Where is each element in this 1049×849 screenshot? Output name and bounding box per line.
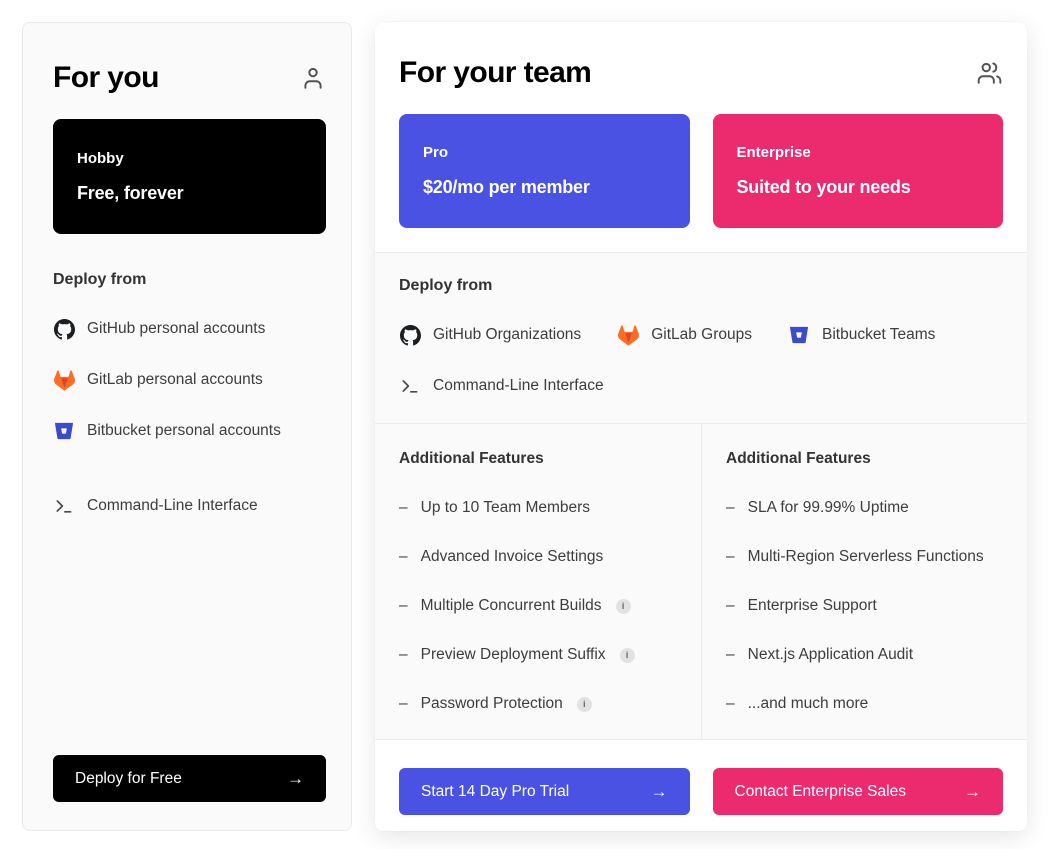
feature-item: – Advanced Invoice Settings <box>399 548 677 566</box>
feature-item: – Password Protection i <box>399 695 677 713</box>
deploy-item-label: GitHub personal accounts <box>87 320 266 337</box>
feature-label: Advanced Invoice Settings <box>420 548 604 565</box>
pro-plan-tile: Pro $20/mo per member <box>399 114 690 228</box>
feature-item: – Multiple Concurrent Builds i <box>399 597 677 615</box>
deploy-item-github: GitHub Organizations <box>399 324 581 346</box>
feature-label: Enterprise Support <box>747 597 877 614</box>
dash-bullet: – <box>726 499 735 516</box>
bitbucket-icon <box>53 420 75 442</box>
deploy-item-cli: Command-Line Interface <box>399 375 1003 397</box>
gitlab-icon <box>617 324 639 346</box>
pro-plan-name: Pro <box>423 144 449 161</box>
team-card-header-section: For your team Pro $20/mo per member Ente… <box>375 22 1027 252</box>
feature-label: Up to 10 Team Members <box>420 499 591 516</box>
bitbucket-icon <box>788 324 810 346</box>
team-deploy-row: GitHub Organizations GitLab Groups Bitbu… <box>399 295 1003 346</box>
contact-enterprise-sales-button[interactable]: Contact Enterprise Sales → <box>712 768 1003 815</box>
dash-bullet: – <box>726 695 735 712</box>
hobby-plan-price: Free, forever <box>77 182 184 203</box>
enterprise-plan-name: Enterprise <box>736 144 811 161</box>
dash-bullet: – <box>726 646 735 663</box>
info-icon[interactable]: i <box>615 598 631 614</box>
deploy-from-heading: Deploy from <box>399 277 493 294</box>
feature-label: Multi-Region Serverless Functions <box>747 548 984 565</box>
deploy-item-label: GitHub Organizations <box>433 326 582 343</box>
dash-bullet: – <box>399 695 408 712</box>
feature-label: Multiple Concurrent Builds <box>420 597 602 614</box>
enterprise-plan-price: Suited to your needs <box>736 177 911 197</box>
deploy-item-label: Bitbucket Teams <box>822 326 936 343</box>
deploy-item-gitlab: GitLab personal accounts <box>53 369 326 391</box>
github-icon <box>53 318 75 340</box>
team-card-header: For your team <box>399 56 1003 90</box>
team-deploy-section: Deploy from GitHub Organizations GitLab … <box>375 252 1027 423</box>
feature-label: Password Protection <box>420 695 563 712</box>
arrow-right-icon: → <box>287 768 304 788</box>
deploy-item-label: Command-Line Interface <box>433 377 604 394</box>
deploy-item-github: GitHub personal accounts <box>53 318 326 340</box>
feature-label: Next.js Application Audit <box>747 646 914 663</box>
users-icon <box>976 60 1003 86</box>
team-title: For your team <box>399 56 592 89</box>
terminal-icon <box>53 495 75 517</box>
deploy-for-free-label: Deploy for Free <box>75 769 182 787</box>
user-icon <box>300 65 326 91</box>
deploy-item-label: GitLab personal accounts <box>87 371 263 388</box>
dash-bullet: – <box>399 597 408 614</box>
deploy-item-label: Bitbucket personal accounts <box>87 422 281 439</box>
terminal-icon <box>399 375 421 397</box>
gitlab-icon <box>53 369 75 391</box>
feature-item: – Enterprise Support <box>726 597 1003 615</box>
start-pro-trial-button[interactable]: Start 14 Day Pro Trial → <box>399 768 690 815</box>
arrow-right-icon: → <box>650 781 668 801</box>
dash-bullet: – <box>399 499 408 516</box>
additional-features-heading: Additional Features <box>726 450 871 467</box>
team-plans-row: Pro $20/mo per member Enterprise Suited … <box>399 114 1003 228</box>
deploy-item-bitbucket: Bitbucket personal accounts <box>53 420 326 442</box>
dash-bullet: – <box>726 548 735 565</box>
start-pro-trial-label: Start 14 Day Pro Trial <box>421 782 570 800</box>
personal-plan-card: For you Hobby Free, forever Deploy from … <box>22 22 352 831</box>
flex-spacer <box>53 517 326 755</box>
hobby-plan-tile: Hobby Free, forever <box>53 119 326 234</box>
personal-card-header: For you <box>53 61 326 95</box>
additional-features-section: Additional Features – Up to 10 Team Memb… <box>375 423 1027 740</box>
deploy-item-label: GitLab Groups <box>651 326 752 343</box>
deploy-item-bitbucket: Bitbucket Teams <box>788 324 935 346</box>
info-icon[interactable]: i <box>576 696 592 712</box>
feature-item: – Preview Deployment Suffix i <box>399 646 677 664</box>
deploy-from-heading: Deploy from <box>53 271 147 288</box>
feature-item: – SLA for 99.99% Uptime <box>726 499 1003 517</box>
dash-bullet: – <box>399 646 408 663</box>
feature-label: ...and much more <box>747 695 869 712</box>
deploy-item-gitlab: GitLab Groups <box>617 324 752 346</box>
contact-enterprise-sales-label: Contact Enterprise Sales <box>734 782 906 800</box>
pro-features-column: Additional Features – Up to 10 Team Memb… <box>375 424 701 739</box>
dash-bullet: – <box>726 597 735 614</box>
github-icon <box>399 324 421 346</box>
feature-label: SLA for 99.99% Uptime <box>747 499 909 516</box>
deploy-item-label: Command-Line Interface <box>87 497 258 514</box>
info-icon[interactable]: i <box>619 647 635 663</box>
pro-plan-price: $20/mo per member <box>423 177 590 197</box>
feature-label: Preview Deployment Suffix <box>420 646 606 663</box>
team-card-footer: Start 14 Day Pro Trial → Contact Enterpr… <box>375 740 1027 831</box>
hobby-plan-name: Hobby <box>77 149 124 167</box>
enterprise-features-column: Additional Features – SLA for 99.99% Upt… <box>701 424 1027 739</box>
deploy-for-free-button[interactable]: Deploy for Free → <box>53 755 326 802</box>
arrow-right-icon: → <box>964 781 981 801</box>
personal-title: For you <box>53 61 159 94</box>
feature-item: – Multi-Region Serverless Functions <box>726 548 1003 566</box>
deploy-item-cli: Command-Line Interface <box>53 495 326 517</box>
dash-bullet: – <box>399 548 408 565</box>
feature-item: – Up to 10 Team Members <box>399 499 677 517</box>
feature-item: – Next.js Application Audit <box>726 646 1003 664</box>
team-plan-card: For your team Pro $20/mo per member Ente… <box>375 22 1027 831</box>
personal-deploy-section: Deploy from GitHub personal accounts Git… <box>53 271 326 517</box>
feature-item: – ...and much more <box>726 695 1003 713</box>
additional-features-heading: Additional Features <box>399 450 544 467</box>
enterprise-plan-tile: Enterprise Suited to your needs <box>712 114 1003 228</box>
